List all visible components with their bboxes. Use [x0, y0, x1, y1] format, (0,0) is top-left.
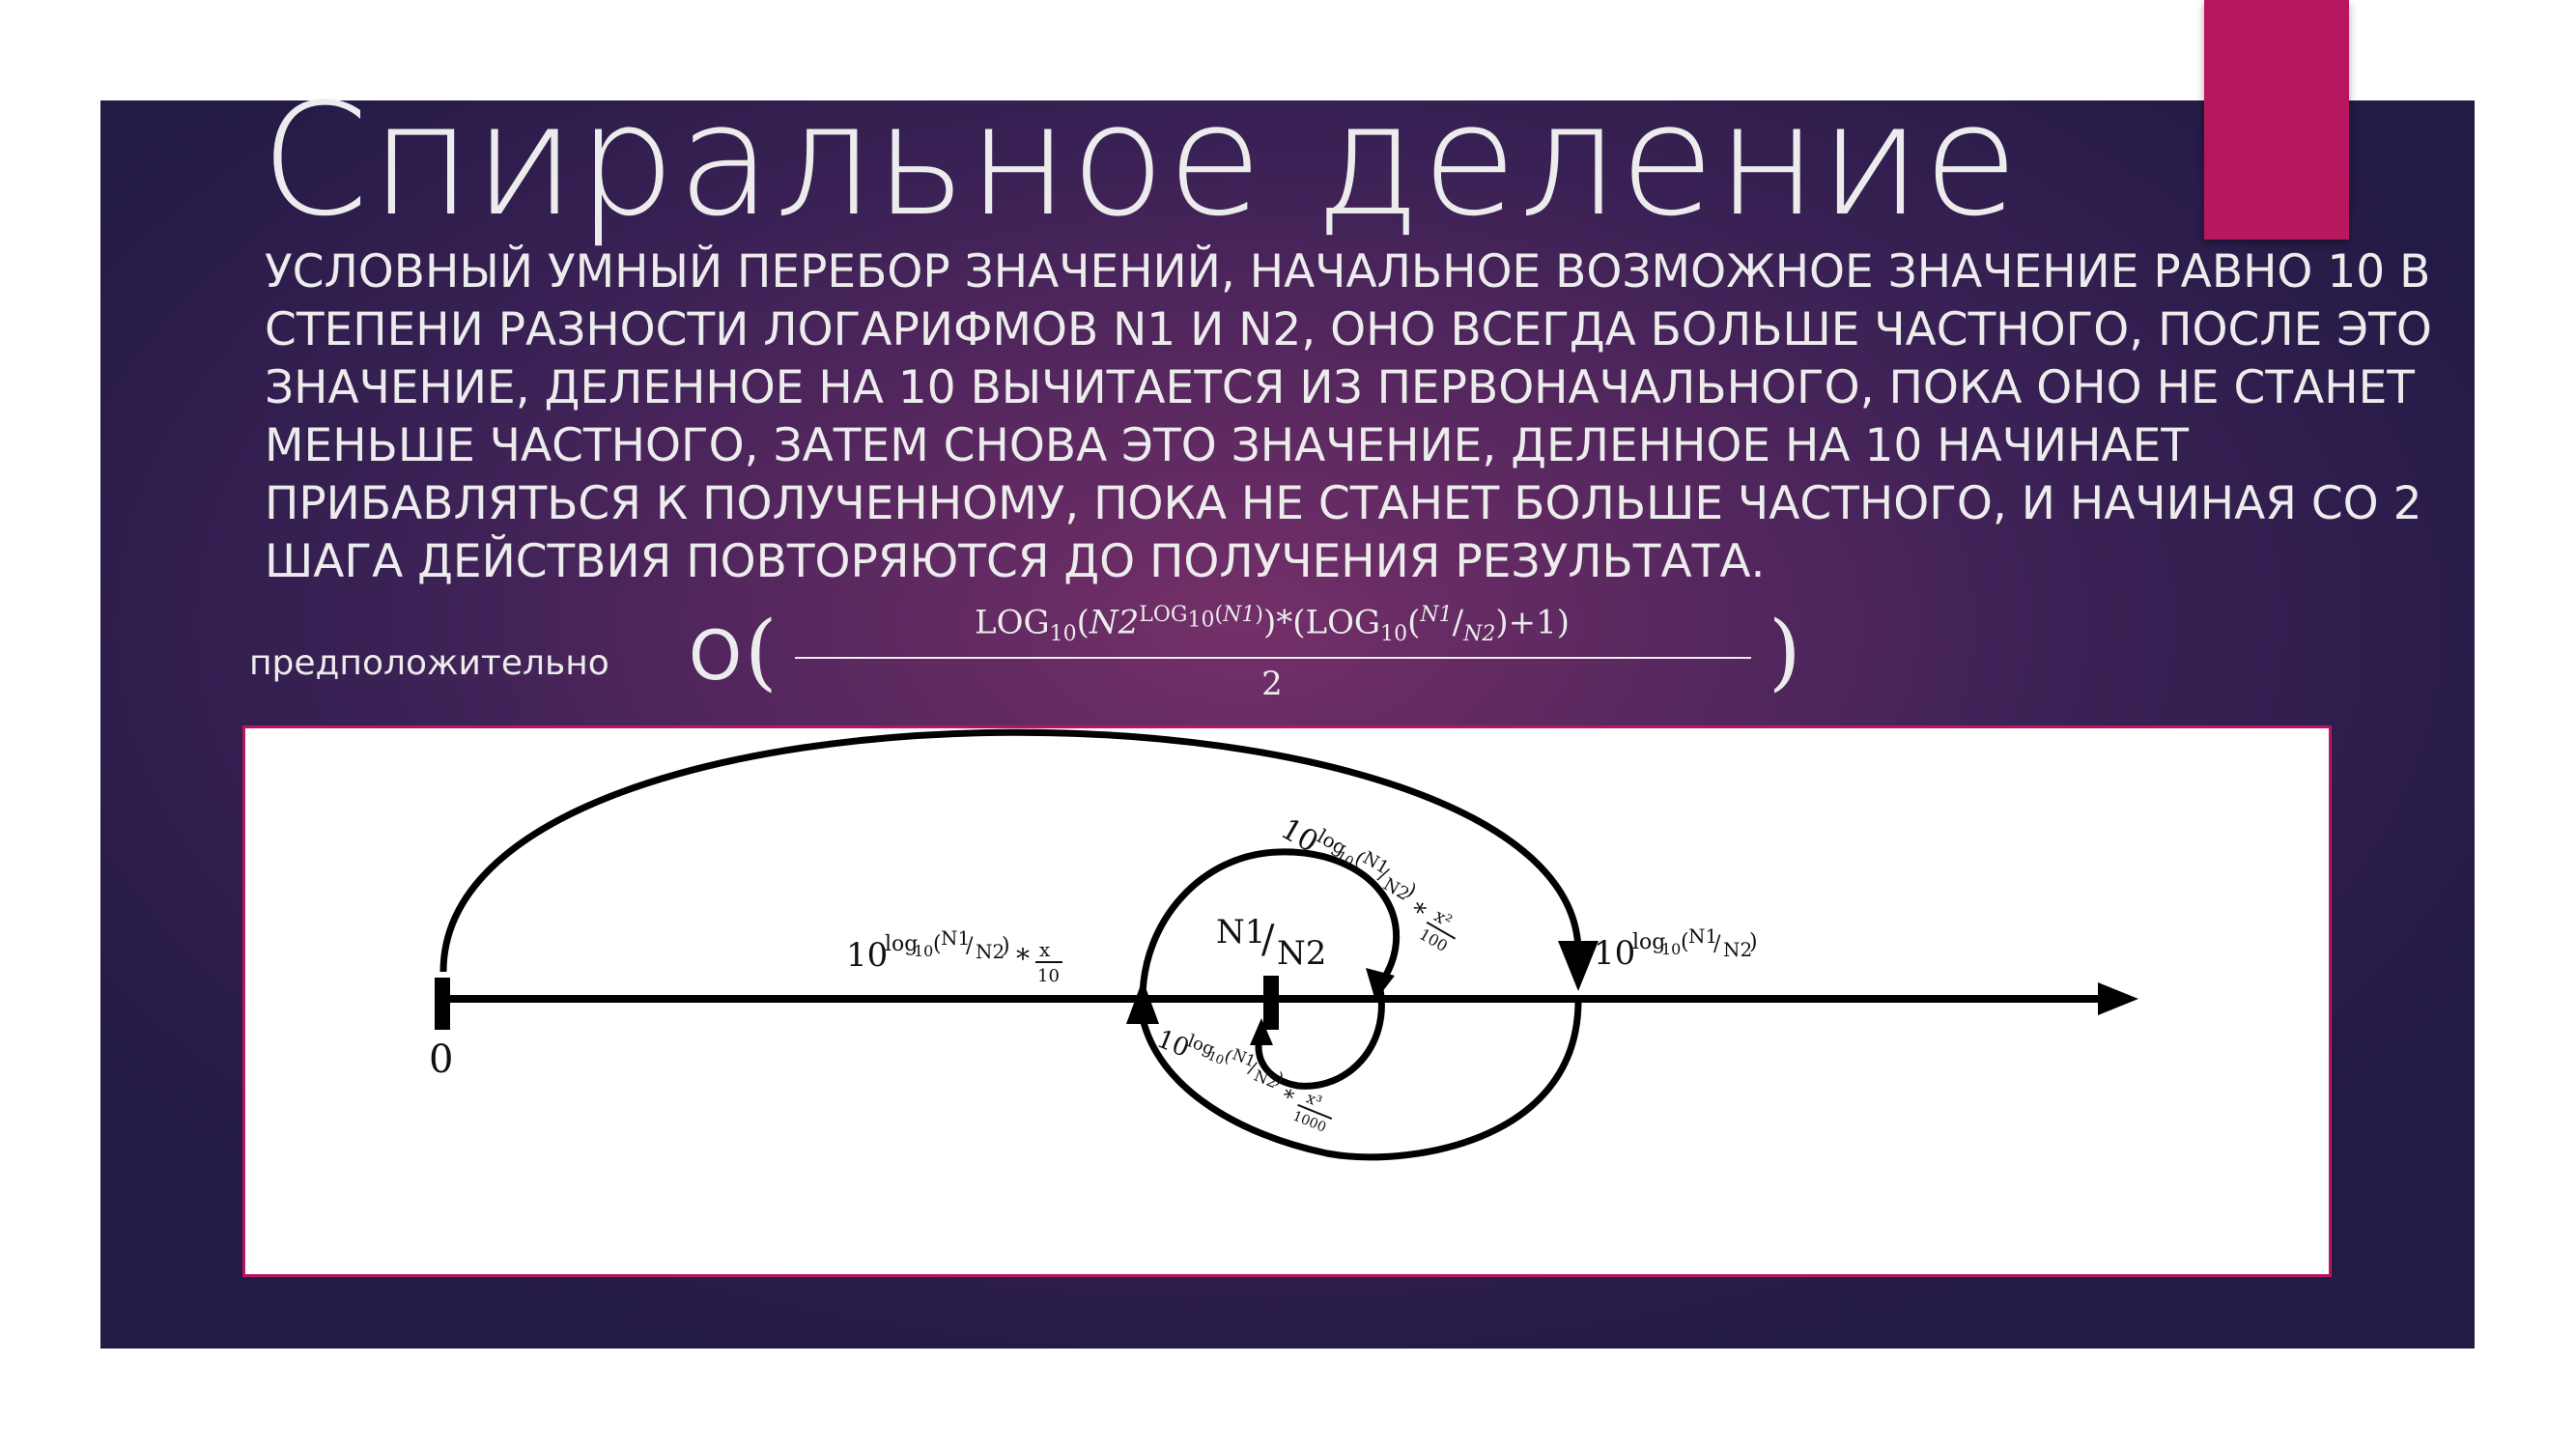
complexity-formula-row: предположительно O ( LOG10(N2LOG10(N1))*… — [249, 599, 1801, 724]
svg-text:N2: N2 — [1723, 938, 1752, 961]
formula-close-paren: ) — [1769, 604, 1801, 700]
origin-tick — [435, 978, 450, 1030]
formula-numerator: LOG10(N2LOG10(N1))*(LOG10(N1/N2)+1) — [975, 603, 1570, 647]
svg-text:10: 10 — [1205, 1049, 1226, 1068]
svg-text:1000: 1000 — [1290, 1109, 1328, 1136]
quotient-label: N1 / N2 — [1216, 913, 1326, 973]
formula-open-paren: ( — [745, 604, 778, 700]
svg-text:(: ( — [933, 932, 942, 956]
loop-step-1-arrowhead — [1366, 968, 1395, 1001]
spiral-diagram-panel: 0 N1 / N2 10 log 10 ( N1 / N2 ) — [242, 725, 2332, 1277]
svg-text:N1: N1 — [941, 926, 970, 950]
step-1-label: 10 log 10 ( N1 / N2 ) * x 10 — [846, 926, 1062, 986]
svg-text:10: 10 — [1334, 848, 1356, 870]
svg-text:*: * — [1278, 1085, 1297, 1111]
svg-text:log: log — [885, 932, 918, 956]
svg-text:10: 10 — [914, 942, 933, 960]
big-o-symbol: O — [689, 616, 743, 696]
slide-title: Спиральное деление — [261, 70, 2021, 250]
svg-text:/: / — [966, 934, 974, 958]
quotient-tick — [1263, 976, 1279, 1030]
complexity-label: предположительно — [249, 643, 609, 683]
svg-text:10: 10 — [846, 936, 888, 975]
svg-text:x: x — [1039, 938, 1051, 961]
svg-text:(: ( — [1681, 930, 1689, 954]
initial-arc — [439, 728, 1582, 973]
accent-bar — [2204, 0, 2349, 240]
svg-text:*: * — [1016, 943, 1030, 975]
svg-text:): ) — [1749, 930, 1758, 954]
formula-denominator: 2 — [1261, 665, 1283, 703]
svg-text:/: / — [1713, 932, 1721, 956]
svg-text:x²: x² — [1430, 906, 1456, 932]
loop-step-2-arc — [1139, 1000, 1582, 1161]
inner-spiral-arrowhead — [1250, 1018, 1273, 1045]
formula-fraction-line — [795, 657, 1751, 659]
svg-text:10: 10 — [1037, 966, 1060, 986]
svg-text:N2: N2 — [976, 940, 1005, 963]
svg-text:10: 10 — [1594, 934, 1635, 973]
slide-body-text: Условный умный перебор значений, начальн… — [265, 245, 2432, 588]
loop-step-1-arc — [1139, 848, 1401, 1000]
svg-text:x³: x³ — [1304, 1089, 1324, 1111]
svg-text:N1: N1 — [1688, 924, 1717, 948]
loop-step-2-arrowhead — [1126, 980, 1159, 1024]
svg-text:log: log — [1632, 930, 1665, 954]
inner-spiral-arc — [1255, 988, 1385, 1090]
svg-text:): ) — [1002, 934, 1010, 958]
origin-label: 0 — [429, 1037, 453, 1082]
start-value-label: 10 log 10 ( N1 / N2 ) — [1594, 924, 1758, 973]
svg-text:10: 10 — [1661, 940, 1681, 958]
spiral-diagram: 0 N1 / N2 10 log 10 ( N1 / N2 ) — [429, 728, 2138, 1161]
initial-arc-arrowhead — [1558, 941, 1599, 991]
number-line-arrowhead — [2098, 982, 2138, 1015]
